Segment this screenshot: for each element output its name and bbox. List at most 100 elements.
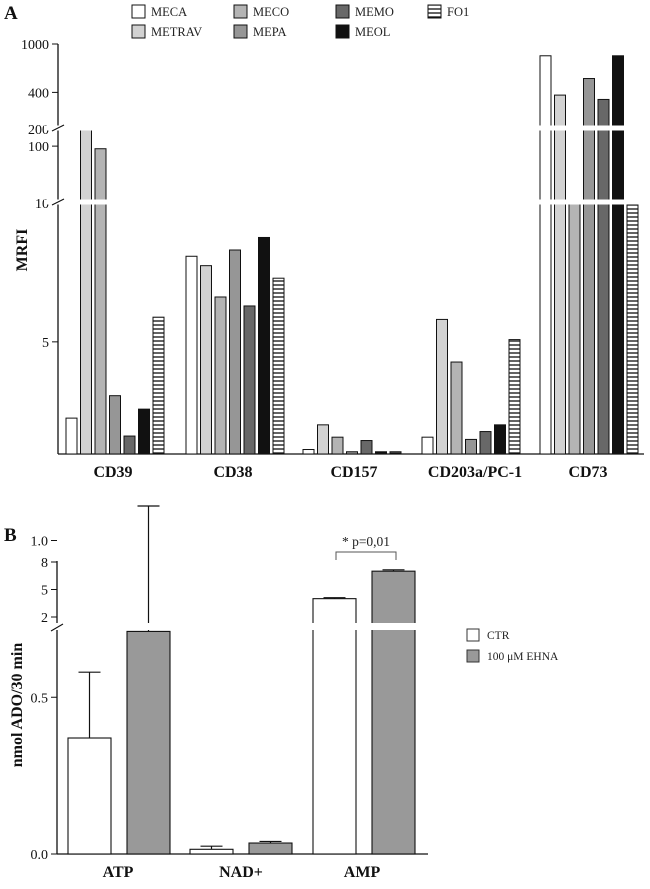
legend-label-ctr: CTR <box>487 630 510 642</box>
axis-breaks-a <box>44 124 644 206</box>
y-ticks-b: 0.0 0.5 1.0 2 5 8 <box>31 535 57 863</box>
y-tick-label-b-0-0: 0.0 <box>31 848 49 863</box>
legend-swatch-memo <box>335 4 350 19</box>
legend-a: MECA METRAV MECO MEPA MEMO MEOL FO1 <box>131 4 469 39</box>
bar-cd39-meco <box>94 148 107 455</box>
y-tick-label-b-2: 2 <box>41 611 48 626</box>
bar-atp-ctr <box>67 737 112 855</box>
category-labels-a: CD39 CD38 CD157 CD203a/PC-1 CD73 <box>93 464 607 481</box>
significance-label: * p=0,01 <box>342 534 390 549</box>
bars-b <box>67 570 416 855</box>
y-tick-label-a-200: 200 <box>28 123 49 138</box>
y-tick-label-b-5: 5 <box>41 584 48 599</box>
bar-cd203a-pc-1-mepa <box>465 438 477 455</box>
category-label-nad: NAD+ <box>219 864 263 881</box>
legend-label-memo: MEMO <box>355 5 394 19</box>
bar-cd38-memo <box>243 305 256 455</box>
bar-cd39-memo <box>123 435 136 455</box>
bar-nad-100-m-ehna <box>248 842 293 855</box>
error-bars-b <box>78 505 405 850</box>
axis-break-mark-b <box>50 623 64 632</box>
bar-cd73-memo <box>597 98 610 455</box>
category-label-cd203a-pc-1: CD203a/PC-1 <box>428 464 522 481</box>
category-labels-b: ATP NAD+ AMP <box>103 864 381 881</box>
y-tick-label-b-0-5: 0.5 <box>31 691 49 706</box>
axis-break-a-1 <box>44 125 644 131</box>
legend-swatch-100-m-ehna <box>466 649 480 663</box>
bar-cd38-meco <box>214 296 227 455</box>
bar-cd38-metrav <box>200 265 212 455</box>
legend-swatch-metrav <box>131 24 146 39</box>
axis-break-a-2 <box>44 199 644 205</box>
bar-amp-ctr <box>312 598 357 855</box>
panel-label-b: B <box>4 525 17 546</box>
bar-cd203a-pc-1-memo <box>479 431 492 455</box>
legend-swatch-fo1 <box>427 4 442 19</box>
y-tick-label-b-1-0: 1.0 <box>31 535 49 550</box>
legend-label-100-m-ehna: 100 μM EHNA <box>487 651 559 663</box>
bar-cd73-meca <box>539 55 552 455</box>
category-label-atp: ATP <box>103 864 134 881</box>
y-tick-label-a-5: 5 <box>42 336 49 351</box>
axes-b <box>56 561 428 855</box>
bar-cd157-meca <box>302 449 315 455</box>
y-tick-label-a-100: 100 <box>28 140 49 155</box>
bar-cd157-fo1 <box>389 451 402 455</box>
category-label-cd73: CD73 <box>568 464 607 481</box>
bar-nad-ctr <box>189 848 234 855</box>
legend-label-meca: MECA <box>151 5 187 19</box>
y-tick-label-b-8: 8 <box>41 556 48 571</box>
bar-cd39-fo1 <box>152 316 165 455</box>
bar-amp-100-m-ehna <box>371 570 416 855</box>
legend-label-mepa: MEPA <box>253 25 287 39</box>
legend-swatch-meol <box>335 24 350 39</box>
legend-swatch-mepa <box>233 24 248 39</box>
bar-cd38-mepa <box>229 249 241 455</box>
bar-cd39-meol <box>138 408 150 455</box>
legend-b: CTR 100 μM EHNA <box>466 628 559 663</box>
bar-cd38-fo1 <box>272 277 285 455</box>
bar-cd38-meol <box>258 236 270 455</box>
bar-cd203a-pc-1-meol <box>494 424 506 455</box>
bar-atp-100-m-ehna <box>126 630 171 855</box>
bar-cd203a-pc-1-meco <box>450 361 463 455</box>
bars-a <box>65 55 639 455</box>
bar-cd73-meol <box>612 55 624 455</box>
legend-swatch-ctr <box>466 628 480 642</box>
bar-cd157-mepa <box>346 451 358 455</box>
bar-cd157-meol <box>375 451 387 455</box>
bar-cd38-meca <box>185 255 198 455</box>
bar-cd203a-pc-1-meca <box>421 436 434 455</box>
bar-cd203a-pc-1-metrav <box>436 318 448 455</box>
axis-break-b <box>44 623 434 630</box>
legend-swatch-meca <box>131 4 146 19</box>
bar-cd157-metrav <box>317 424 329 455</box>
bar-cd157-memo <box>360 440 373 455</box>
category-label-cd38: CD38 <box>213 464 252 481</box>
y-axis-label-a: MRFI <box>14 229 31 272</box>
bar-cd39-meca <box>65 417 78 455</box>
category-label-cd157: CD157 <box>330 464 377 481</box>
axis-break-mark-a-1 <box>51 124 65 132</box>
legend-label-meol: MEOL <box>355 25 390 39</box>
panel-label-a: A <box>4 3 18 24</box>
legend-label-meco: MECO <box>253 5 289 19</box>
legend-label-metrav: METRAV <box>151 25 202 39</box>
y-axis-label-b: nmol ADO/30 min <box>9 643 26 768</box>
bar-cd157-meco <box>331 436 344 455</box>
legend-label-fo1: FO1 <box>447 5 469 19</box>
y-tick-label-a-1000: 1000 <box>21 38 49 53</box>
legend-swatch-meco <box>233 4 248 19</box>
axis-break-mark-a-2 <box>51 198 65 206</box>
bar-cd73-metrav <box>554 94 566 455</box>
category-label-amp: AMP <box>344 864 381 881</box>
y-tick-label-a-400: 400 <box>28 86 49 101</box>
significance-annotation: * p=0,01 <box>335 534 397 560</box>
category-label-cd39: CD39 <box>93 464 132 481</box>
bar-cd73-fo1 <box>626 200 639 455</box>
significance-bracket <box>335 551 397 560</box>
axis-breaks-b <box>44 623 434 632</box>
bar-cd39-mepa <box>109 395 121 455</box>
